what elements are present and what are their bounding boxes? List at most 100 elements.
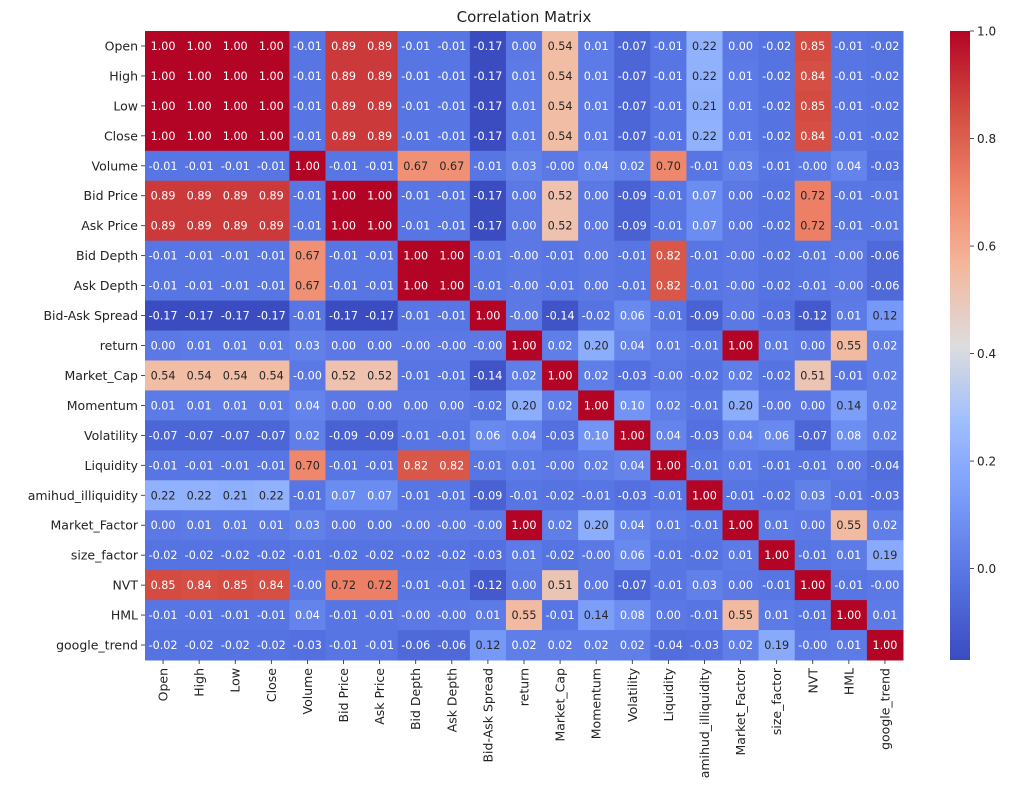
heatmap-cell [686, 570, 724, 601]
colorbar-tick-label: 0.4 [977, 347, 996, 361]
heatmap-cell [758, 90, 796, 122]
cell-value-label: -0.02 [762, 70, 791, 83]
cell-value-label: 1.00 [439, 280, 464, 293]
heatmap-cell [650, 300, 687, 332]
cell-value-label: 1.00 [187, 100, 212, 113]
cell-value-label: 0.89 [259, 220, 284, 233]
heatmap-cell [830, 31, 868, 62]
cell-value-label: -0.01 [690, 340, 719, 353]
cell-value-label: -0.01 [365, 280, 394, 293]
cell-value-label: -0.00 [726, 250, 755, 263]
cell-value-label: 0.01 [223, 519, 248, 532]
cell-value-label: 0.02 [728, 639, 753, 652]
x-tick-label: Liquidity [661, 667, 676, 721]
cell-value-label: 0.54 [548, 70, 573, 83]
heatmap-cell [578, 90, 615, 122]
heatmap-cell [758, 150, 796, 182]
y-tick-label: Volatility [84, 428, 139, 443]
heatmap-cell [722, 240, 760, 272]
heatmap-cell [650, 240, 687, 272]
heatmap-cell [361, 480, 399, 511]
heatmap-cell [217, 570, 254, 601]
cell-value-label: -0.01 [293, 100, 322, 113]
cell-value-label: 0.55 [728, 609, 753, 622]
heatmap-cell [866, 510, 904, 541]
heatmap-cell [650, 420, 687, 451]
heatmap-cell [361, 450, 399, 481]
cell-value-label: 0.01 [836, 310, 861, 323]
heatmap-cell [758, 240, 796, 272]
cell-value-label: -0.01 [401, 190, 430, 203]
x-tick-label: Low [228, 668, 243, 693]
cell-value-label: -0.01 [870, 190, 899, 203]
cell-value-label: -0.07 [149, 429, 178, 442]
cell-value-label: -0.01 [690, 250, 719, 263]
heatmap-cell [830, 60, 868, 92]
cell-value-label: -0.02 [546, 489, 575, 502]
cell-value-label: 1.00 [728, 340, 753, 353]
cell-value-label: 0.89 [331, 40, 356, 53]
cell-value-label: 0.01 [512, 100, 537, 113]
cell-value-label: 1.00 [512, 519, 537, 532]
heatmap-cell [866, 210, 904, 242]
heatmap-cell [505, 600, 543, 631]
heatmap-cell [722, 270, 760, 302]
cell-value-label: -0.01 [329, 250, 358, 263]
heatmap-cell [325, 510, 363, 541]
cell-value-label: 0.54 [223, 369, 248, 382]
cell-value-label: -0.02 [870, 40, 899, 53]
cell-value-label: 0.01 [836, 639, 861, 652]
heatmap-cell [542, 510, 579, 541]
heatmap-cell [542, 420, 579, 451]
cell-value-label: 0.10 [584, 429, 609, 442]
cell-value-label: -0.00 [510, 280, 539, 293]
heatmap-cell [578, 570, 615, 601]
cell-value-label: 0.02 [548, 340, 573, 353]
heatmap-cell [722, 390, 760, 421]
cell-value-label: -0.01 [257, 280, 286, 293]
cell-value-label: 0.07 [367, 489, 392, 502]
cell-value-label: 1.00 [367, 190, 392, 203]
heatmap-cell [830, 300, 868, 332]
cell-value-label: 0.54 [548, 130, 573, 143]
heatmap-cell [145, 480, 182, 511]
heatmap-cell [650, 60, 687, 92]
heatmap-cell [253, 540, 290, 571]
cell-value-label: -0.01 [437, 70, 466, 83]
cell-value-label: 0.00 [584, 250, 609, 263]
heatmap-cell [361, 60, 399, 92]
heatmap-cell [433, 480, 471, 511]
cell-value-label: 0.52 [367, 369, 392, 382]
cell-value-label: -0.17 [221, 310, 250, 323]
cell-value-label: 0.00 [367, 340, 392, 353]
heatmap-cell [325, 630, 363, 661]
cell-value-label: 0.14 [836, 399, 861, 412]
heatmap-cell [361, 330, 399, 361]
cell-value-label: 0.12 [475, 639, 500, 652]
cell-value-label: 0.01 [151, 399, 176, 412]
cell-value-label: -0.01 [293, 190, 322, 203]
cell-value-label: 0.84 [800, 70, 825, 83]
cell-value-label: -0.01 [401, 310, 430, 323]
heatmap-cell [578, 210, 615, 242]
cell-value-label: -0.03 [546, 429, 575, 442]
heatmap-cell [614, 420, 651, 451]
cell-value-label: -0.00 [546, 160, 575, 173]
heatmap-cell [325, 120, 363, 152]
heatmap-cell [650, 210, 687, 242]
heatmap-cell [505, 510, 543, 541]
heatmap-cell [217, 300, 254, 332]
cell-value-label: -0.01 [654, 190, 683, 203]
heatmap-cell [469, 390, 507, 421]
cell-value-label: 0.89 [223, 190, 248, 203]
heatmap-cell [830, 540, 868, 571]
heatmap-cell [614, 360, 651, 391]
cell-value-label: 1.00 [151, 40, 176, 53]
cell-value-label: 1.00 [475, 310, 500, 323]
heatmap-cell [361, 420, 399, 451]
heatmap-cell [253, 300, 290, 332]
heatmap-cell [289, 300, 326, 332]
cell-value-label: 0.51 [800, 369, 825, 382]
cell-value-label: -0.02 [149, 639, 178, 652]
